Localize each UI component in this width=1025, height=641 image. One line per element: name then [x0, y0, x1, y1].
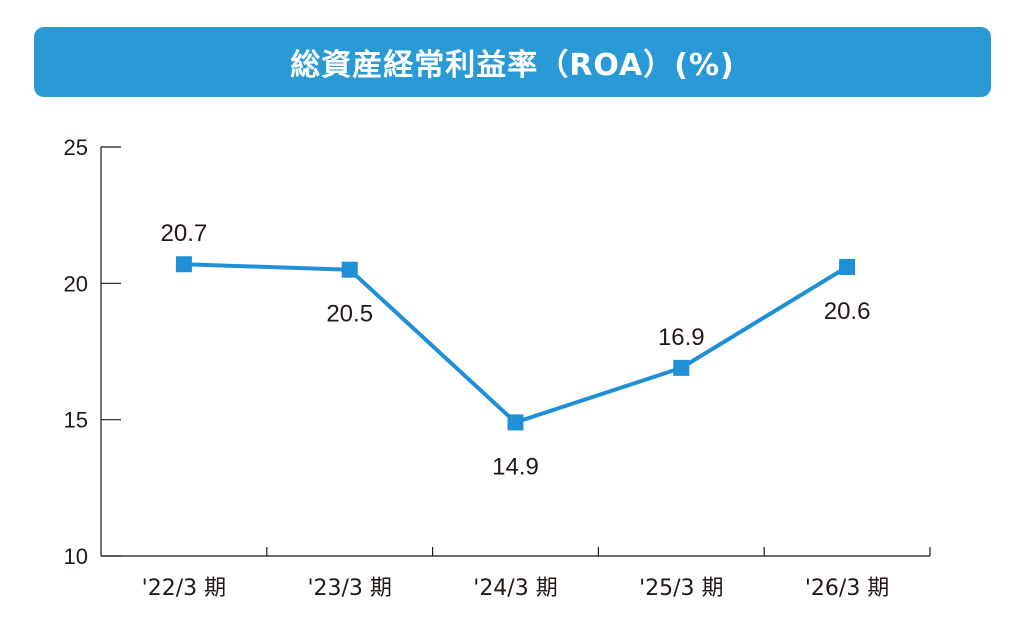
- x-tick-label: '22/3 期: [142, 576, 226, 601]
- data-point-marker: [839, 258, 856, 275]
- x-tick-label: '24/3 期: [473, 576, 557, 601]
- y-tick-label: 10: [64, 544, 88, 569]
- x-tick-label: '23/3 期: [307, 576, 391, 601]
- series-line: [183, 262, 849, 425]
- data-label: 16.9: [658, 324, 705, 351]
- chart-title-banner: 総資産経常利益率（ROA）(%): [34, 27, 991, 97]
- data-point-marker: [673, 359, 690, 376]
- axes: [100, 147, 930, 557]
- y-axis-ticks: 10 15 20 25: [64, 135, 121, 569]
- data-label: 14.9: [492, 453, 539, 480]
- data-labels: 20.7 20.5 14.9 16.9 20.6: [161, 220, 871, 480]
- x-axis-ticks: '22/3 期 '23/3 期 '24/3 期 '25/3 期 '26/3 期: [142, 547, 931, 601]
- data-label: 20.6: [824, 298, 871, 325]
- chart-title: 総資産経常利益率（ROA）(%): [290, 48, 735, 83]
- y-tick-label: 20: [64, 271, 88, 296]
- data-point-marker: [507, 414, 524, 431]
- y-tick-label: 15: [64, 408, 88, 433]
- x-tick-label: '26/3 期: [805, 576, 889, 601]
- data-label: 20.7: [161, 220, 208, 247]
- data-point-marker: [341, 261, 358, 278]
- y-tick-label: 25: [64, 135, 88, 160]
- series: [175, 256, 856, 431]
- x-tick-label: '25/3 期: [639, 576, 723, 601]
- data-label: 20.5: [326, 301, 373, 328]
- data-point-marker: [175, 256, 192, 273]
